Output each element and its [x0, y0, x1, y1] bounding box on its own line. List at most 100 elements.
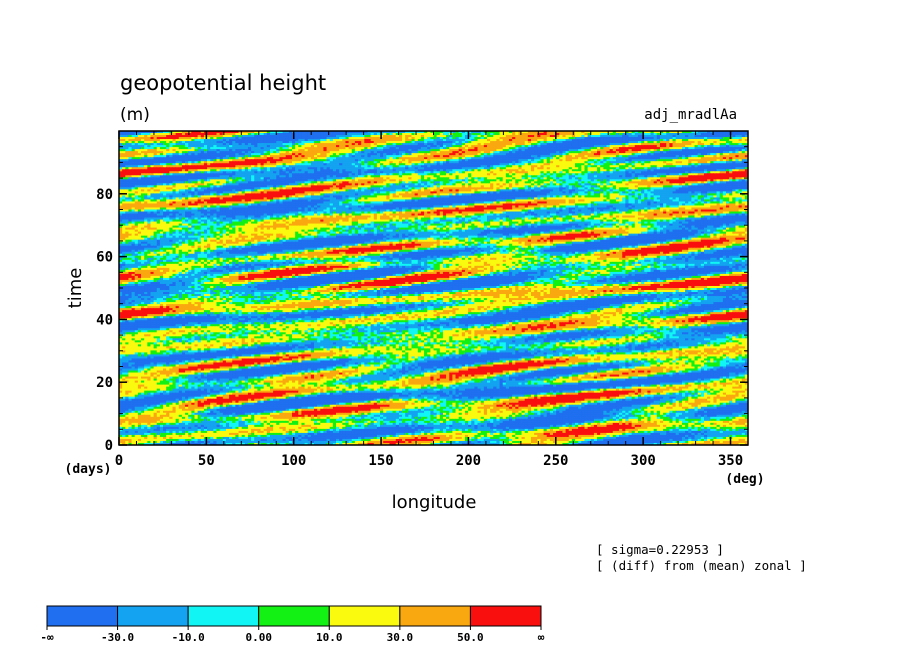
- field-cell: [744, 137, 749, 140]
- field-cell: [263, 131, 268, 134]
- field-cell: [697, 149, 702, 152]
- field-cell: [600, 137, 604, 140]
- field-cell: [741, 137, 746, 140]
- field-cell: [336, 133, 340, 136]
- field-cell: [172, 139, 177, 142]
- field-cell: [235, 135, 239, 138]
- field-cell: [238, 135, 243, 138]
- field-cell: [332, 135, 337, 138]
- field-cell: [131, 157, 136, 160]
- field-cell: [358, 143, 362, 146]
- field-cell: [575, 135, 579, 138]
- field-cell: [122, 141, 126, 144]
- field-cell: [719, 135, 724, 138]
- field-cell: [597, 149, 601, 152]
- field-cell: [288, 159, 293, 162]
- field-cell: [672, 147, 677, 150]
- field-cell: [725, 149, 730, 152]
- field-cell: [402, 131, 406, 134]
- field-cell: [531, 159, 535, 162]
- field-cell: [549, 157, 554, 160]
- field-cell: [546, 147, 551, 150]
- field-cell: [251, 133, 255, 136]
- field-cell: [446, 153, 450, 156]
- field-cell: [461, 155, 466, 158]
- field-cell: [540, 137, 544, 140]
- field-cell: [713, 143, 717, 146]
- field-cell: [156, 133, 161, 136]
- field-cell: [244, 153, 249, 156]
- field-cell: [615, 131, 620, 134]
- field-cell: [637, 135, 642, 138]
- field-cell: [402, 135, 406, 138]
- field-cell: [295, 149, 299, 152]
- field-cell: [351, 133, 356, 136]
- field-cell: [691, 135, 695, 138]
- field-cell: [480, 139, 485, 142]
- field-cell: [505, 155, 510, 158]
- field-cell: [131, 131, 136, 134]
- field-cell: [144, 145, 148, 148]
- field-cell: [159, 143, 164, 146]
- field-cell: [531, 149, 535, 152]
- field-cell: [477, 143, 482, 146]
- field-cell: [634, 149, 639, 152]
- field-cell: [313, 155, 318, 158]
- field-cell: [433, 137, 438, 140]
- field-cell: [694, 151, 699, 154]
- field-cell: [464, 157, 469, 160]
- field-cell: [593, 141, 598, 144]
- field-cell: [697, 135, 702, 138]
- field-cell: [575, 147, 579, 150]
- field-cell: [587, 131, 592, 134]
- field-cell: [546, 139, 551, 142]
- field-cell: [455, 157, 460, 160]
- field-cell: [238, 149, 243, 152]
- field-cell: [578, 155, 582, 158]
- field-cell: [254, 135, 258, 138]
- field-cell: [370, 153, 375, 156]
- field-cell: [656, 155, 661, 158]
- field-cell: [141, 149, 145, 152]
- field-cell: [181, 155, 186, 158]
- field-cell: [376, 147, 381, 150]
- field-cell: [713, 155, 717, 158]
- field-cell: [471, 141, 475, 144]
- field-cell: [710, 141, 714, 144]
- chart-title: geopotential height: [120, 71, 326, 95]
- field-cell: [697, 147, 702, 150]
- field-cell: [373, 137, 378, 140]
- field-cell: [681, 149, 686, 152]
- field-cell: [285, 131, 290, 134]
- field-cell: [320, 159, 324, 162]
- field-cell: [565, 141, 570, 144]
- field-cell: [389, 131, 394, 134]
- field-cell: [681, 131, 686, 134]
- field-cell: [273, 149, 277, 152]
- field-cell: [449, 139, 453, 142]
- field-cell: [656, 141, 661, 144]
- field-cell: [524, 141, 529, 144]
- field-cell: [424, 131, 428, 134]
- field-cell: [383, 139, 387, 142]
- field-cell: [386, 149, 390, 152]
- field-cell: [663, 137, 667, 140]
- field-cell: [719, 139, 724, 142]
- field-cell: [461, 145, 466, 148]
- field-cell: [568, 131, 573, 134]
- field-cell: [178, 145, 183, 148]
- field-cell: [317, 139, 321, 142]
- field-cell: [380, 143, 384, 146]
- field-cell: [219, 133, 224, 136]
- field-cell: [402, 151, 406, 154]
- field-cell: [251, 143, 255, 146]
- field-cell: [644, 133, 648, 136]
- field-cell: [722, 151, 727, 154]
- field-cell: [521, 141, 526, 144]
- field-cell: [235, 133, 239, 136]
- field-cell: [342, 157, 346, 160]
- field-cell: [512, 133, 516, 136]
- field-cell: [238, 155, 243, 158]
- field-cell: [263, 143, 268, 146]
- field-cell: [137, 131, 142, 134]
